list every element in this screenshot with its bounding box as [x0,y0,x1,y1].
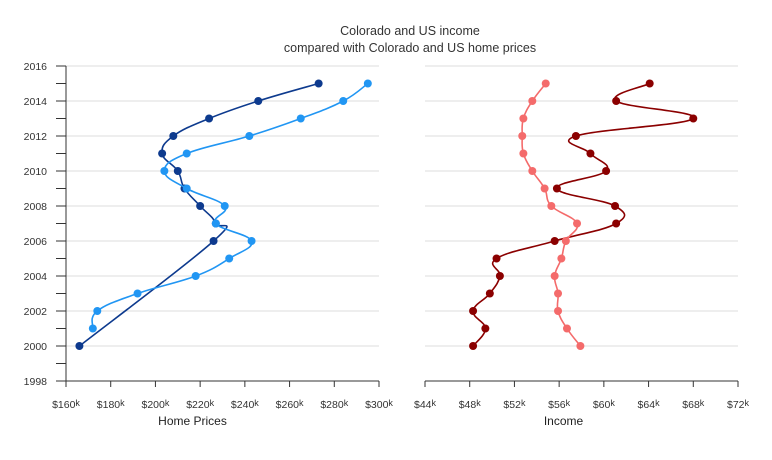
data-point [541,79,550,88]
panel-1: $160k $180k $200k $220k $240k $260k $280k $300k… [52,65,393,428]
series-line [472,82,695,347]
data-point [612,97,621,105]
data-point [196,202,205,210]
data-point [158,149,167,158]
data-point [182,184,191,193]
series-line [78,82,319,347]
data-point [519,149,528,158]
data-point [554,307,563,315]
data-point [88,324,97,333]
data-point [173,167,182,175]
x-tick-label: $260k [276,398,304,411]
data-point [611,202,620,210]
data-point [485,289,494,298]
data-point [557,254,566,263]
data-point [550,272,559,280]
data-point [247,237,256,245]
data-point [191,272,200,280]
y-tick-label: 2006 [24,236,48,248]
data-point [562,324,571,333]
chart-title-line-1: Colorado and US income [340,24,480,38]
data-point [645,79,654,88]
data-point [495,272,504,280]
y-tick-label: 2014 [24,96,48,108]
data-point [576,342,585,350]
x-tick-label: $180k [97,398,125,411]
data-point [93,307,102,315]
data-point [169,132,178,140]
data-point [296,114,305,123]
data-point [554,289,563,298]
data-point [245,132,254,140]
data-point [550,237,559,245]
x-axis-title: Home Prices [158,414,227,428]
data-point [314,79,323,88]
x-tick-label: $64k [638,398,661,411]
y-tick-label: 1998 [24,376,48,388]
data-point [689,114,698,123]
data-point [602,167,611,175]
data-point [469,342,478,350]
data-point [561,237,570,245]
data-point [160,167,169,175]
data-point [528,167,537,175]
data-point [540,184,549,193]
data-point [211,219,220,228]
y-tick-label: 2004 [24,271,48,283]
data-point [586,149,595,158]
x-tick-label: $52k [503,398,526,411]
data-point [363,79,372,88]
x-tick-label: $240k [231,398,259,411]
y-tick-label: 2016 [24,61,48,73]
x-tick-label: $68k [682,398,705,411]
x-tick-label: $280k [320,398,348,411]
data-point [481,324,490,333]
x-axis-title: Income [544,414,584,428]
data-point [518,132,527,140]
data-point [573,219,582,228]
data-point [528,97,537,105]
chart-title-line-2: compared with Colorado and US home price… [284,41,536,55]
x-tick-label: $160k [52,398,80,411]
data-point [519,114,528,123]
data-point [133,289,142,298]
data-point [75,342,84,350]
x-tick-label: $44k [414,398,437,411]
panel-2: $44k $48k $52k $56k $60k $64k $68k $72k Income [414,65,750,428]
y-tick-label: 2000 [24,341,48,353]
data-point [209,237,218,245]
y-tick-label: 2010 [24,166,48,178]
x-tick-label: $48k [459,398,482,411]
data-point [254,97,263,105]
data-point [612,219,621,228]
x-tick-label: $300k [365,398,393,411]
data-point [205,114,214,123]
y-tick-label: 2012 [24,131,48,143]
data-point [220,202,229,210]
series-line [521,83,582,347]
y-tick-label: 2008 [24,201,48,213]
data-point [552,184,561,193]
data-point [182,149,191,158]
data-point [492,254,501,263]
data-point [225,254,234,263]
x-tick-label: $56k [548,398,571,411]
y-tick-label: 2002 [24,306,48,318]
x-tick-label: $60k [593,398,616,411]
chart-panels: 1998 2000 2002 2004 2006 2008 2010 2012 2014 2016… [24,61,750,428]
data-point [547,202,556,210]
x-tick-label: $220k [186,398,214,411]
x-tick-label: $200k [141,398,169,411]
x-tick-label: $72k [727,398,750,411]
data-point [339,97,348,105]
data-point [571,132,580,140]
data-point [469,307,478,315]
